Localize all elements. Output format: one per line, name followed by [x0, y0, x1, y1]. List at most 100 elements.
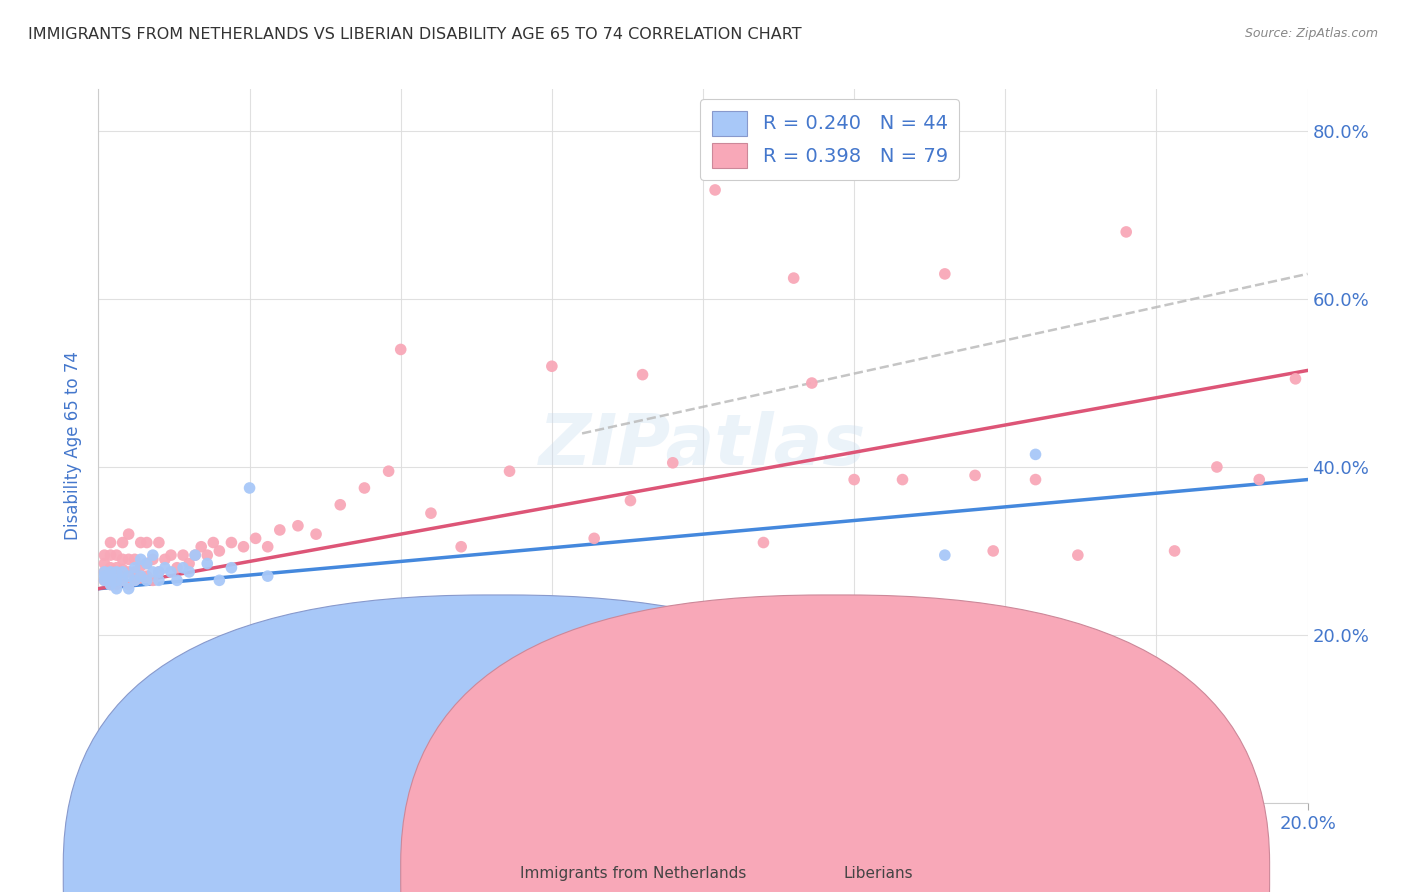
Point [105, 565, 128, 579]
Text: Liberians: Liberians [844, 866, 914, 881]
Point [135, 574, 157, 588]
Point [111, 535, 134, 549]
Point [100, 577, 122, 591]
Point [148, 535, 170, 549]
Point [93, 574, 115, 588]
Point [202, 535, 225, 549]
Point [118, 577, 141, 591]
Point [135, 557, 157, 571]
Point [329, 498, 352, 512]
Point [420, 506, 443, 520]
Text: ZIPatlas: ZIPatlas [540, 411, 866, 481]
Point [142, 552, 165, 566]
Point [704, 183, 727, 197]
Point [118, 565, 141, 579]
Point [100, 569, 122, 583]
Point [142, 574, 165, 588]
Point [221, 560, 243, 574]
Point [299, 682, 322, 697]
Point [232, 540, 254, 554]
Point [305, 527, 328, 541]
Point [1284, 372, 1306, 386]
Point [118, 552, 141, 566]
Point [287, 518, 309, 533]
Text: Immigrants from Netherlands: Immigrants from Netherlands [520, 866, 747, 881]
Point [93, 565, 115, 579]
Point [256, 540, 278, 554]
Point [844, 473, 866, 487]
Point [498, 464, 520, 478]
Point [118, 527, 141, 541]
Point [129, 569, 152, 583]
Point [934, 548, 956, 562]
Point [1206, 460, 1229, 475]
Point [105, 582, 128, 596]
Point [124, 574, 146, 588]
Point [129, 559, 152, 574]
Point [190, 540, 212, 554]
Point [360, 611, 382, 625]
Point [166, 574, 188, 588]
Point [148, 565, 170, 579]
Point [124, 574, 146, 588]
Point [389, 343, 412, 357]
Point [129, 535, 152, 549]
Point [93, 565, 115, 579]
Point [783, 271, 806, 285]
Point [105, 560, 128, 574]
Y-axis label: Disability Age 65 to 74: Disability Age 65 to 74 [65, 351, 83, 541]
Point [93, 548, 115, 562]
Point [105, 569, 128, 583]
Point [934, 267, 956, 281]
Point [1024, 473, 1046, 487]
Point [148, 574, 170, 588]
Point [179, 557, 201, 571]
Point [93, 557, 115, 571]
Point [124, 560, 146, 574]
Point [160, 548, 183, 562]
Point [100, 569, 122, 583]
Point [1115, 225, 1137, 239]
Point [891, 473, 914, 487]
Point [195, 557, 218, 571]
Point [129, 571, 152, 585]
Point [752, 611, 775, 625]
Point [195, 548, 218, 562]
Point [118, 582, 141, 596]
Point [124, 552, 146, 566]
Point [245, 532, 267, 546]
Point [142, 565, 165, 579]
Point [166, 560, 188, 574]
Point [111, 574, 134, 588]
Point [100, 577, 122, 591]
Point [100, 560, 122, 574]
Point [1163, 544, 1185, 558]
Point [256, 569, 278, 583]
Text: Source: ZipAtlas.com: Source: ZipAtlas.com [1244, 27, 1378, 40]
Point [221, 535, 243, 549]
Point [105, 574, 128, 588]
Point [100, 574, 122, 588]
Point [353, 481, 375, 495]
Point [800, 376, 823, 390]
Point [111, 552, 134, 566]
Point [135, 569, 157, 583]
Text: IMMIGRANTS FROM NETHERLANDS VS LIBERIAN DISABILITY AGE 65 TO 74 CORRELATION CHAR: IMMIGRANTS FROM NETHERLANDS VS LIBERIAN … [28, 27, 801, 42]
Point [329, 687, 352, 701]
Point [111, 562, 134, 576]
Point [1024, 447, 1046, 461]
Point [631, 724, 654, 739]
Point [184, 548, 207, 562]
Point [105, 577, 128, 591]
Point [450, 540, 472, 554]
Point [124, 565, 146, 579]
Point [981, 544, 1004, 558]
Point [153, 552, 176, 566]
Point [160, 565, 183, 579]
Point [281, 665, 304, 680]
Point [540, 359, 562, 374]
Point [111, 565, 134, 579]
Point [93, 569, 115, 583]
Point [208, 574, 231, 588]
Point [619, 493, 641, 508]
